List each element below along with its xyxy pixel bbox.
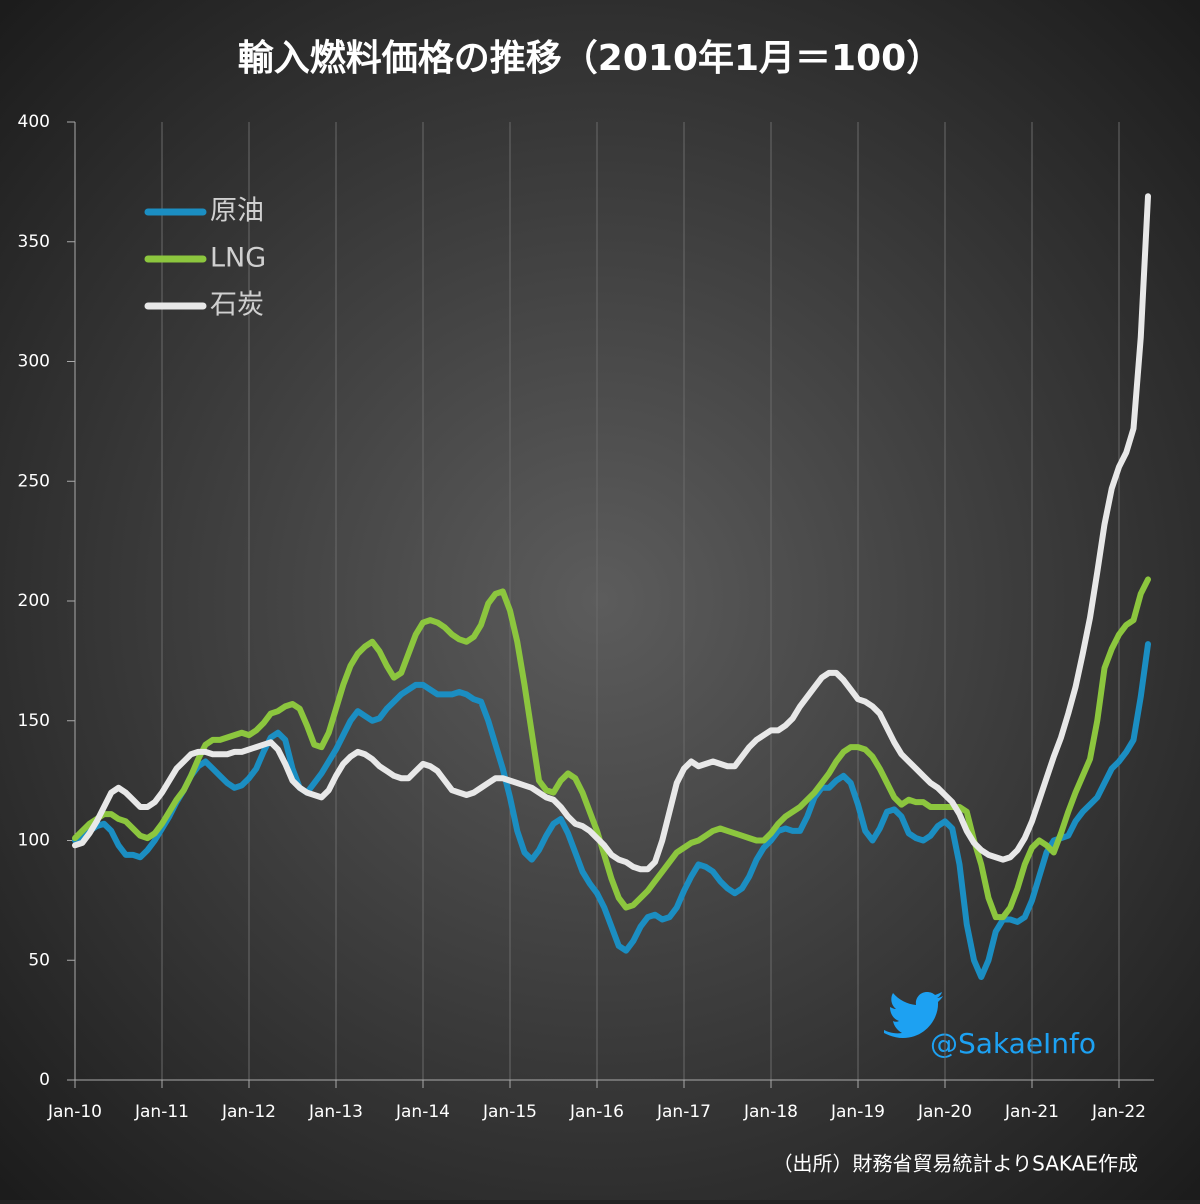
- y-tick-label: 350: [18, 232, 50, 252]
- x-tick-label: Jan-18: [743, 1102, 798, 1122]
- source: （出所）財務省貿易統計よりSAKAE作成: [773, 1152, 1138, 1176]
- x-tick-label: Jan-12: [221, 1102, 276, 1122]
- credit: @SakaeInfo: [930, 1027, 1096, 1060]
- x-tick-label: Jan-16: [569, 1102, 624, 1122]
- x-tick-label: Jan-21: [1004, 1102, 1059, 1122]
- x-tick-label: Jan-15: [482, 1102, 537, 1122]
- twitter-credit: @SakaeInfo: [884, 992, 1096, 1060]
- x-tick-label: Jan-19: [830, 1102, 885, 1122]
- x-tick-label: Jan-13: [308, 1102, 363, 1122]
- twitter-icon: [884, 992, 943, 1038]
- series-line: [72, 641, 1151, 981]
- chart-title: 輸入燃料価格の推移（2010年1月＝100）: [238, 38, 942, 79]
- x-tick-label: Jan-10: [47, 1102, 102, 1122]
- legend-label: 原油: [210, 196, 264, 227]
- x-tick-label: Jan-14: [395, 1102, 450, 1122]
- series-line: [72, 193, 1151, 873]
- y-tick-label: 150: [18, 711, 50, 731]
- y-tick-label: 300: [18, 352, 50, 372]
- y-tick-label: 50: [28, 950, 50, 970]
- y-tick-label: 200: [18, 591, 50, 611]
- y-tick-label: 0: [39, 1070, 50, 1090]
- x-tick-label: Jan-11: [134, 1102, 189, 1122]
- y-tick-label: 250: [18, 471, 50, 491]
- legend-label: LNG: [210, 243, 266, 274]
- series-line: [72, 576, 1151, 921]
- y-tick-label: 400: [18, 112, 50, 132]
- x-tick-label: Jan-20: [917, 1102, 972, 1122]
- x-tick-label: Jan-22: [1091, 1102, 1146, 1122]
- x-tick-label: Jan-17: [656, 1102, 711, 1122]
- legend-label: 石炭: [210, 290, 264, 321]
- y-tick-label: 100: [18, 831, 50, 851]
